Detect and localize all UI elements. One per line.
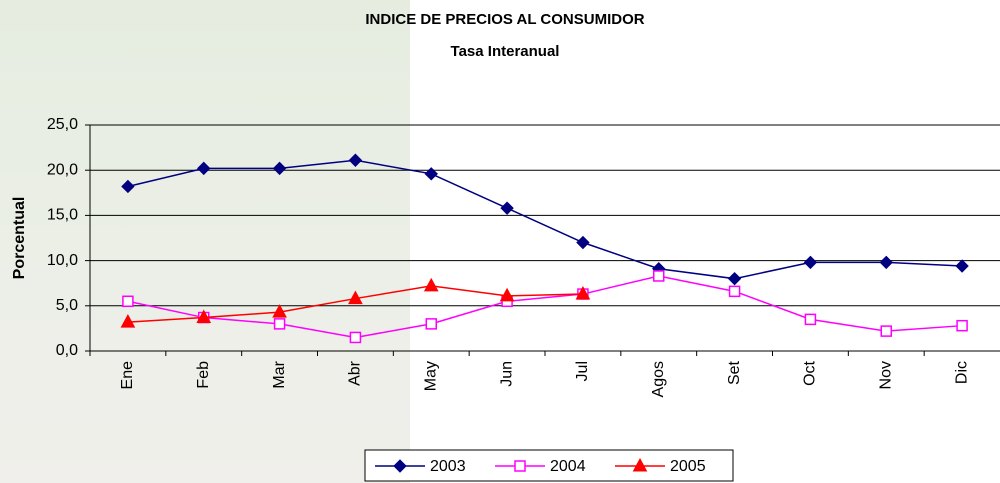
marker bbox=[121, 179, 135, 194]
x-tick-label: Abr bbox=[347, 360, 364, 386]
marker bbox=[576, 235, 590, 250]
marker bbox=[120, 314, 136, 328]
x-tick-label: Ene bbox=[119, 361, 136, 390]
series-line bbox=[127, 275, 963, 339]
marker bbox=[423, 277, 439, 292]
marker bbox=[348, 153, 363, 167]
background-photo bbox=[0, 0, 410, 483]
y-axis-title: Porcentual bbox=[11, 197, 28, 280]
marker bbox=[804, 313, 817, 326]
y-tick-label: 10,0 bbox=[47, 252, 78, 269]
y-tick-label: 20,0 bbox=[47, 161, 78, 178]
x-tick-label: Jun bbox=[498, 361, 515, 387]
legend: 2003 2004 2005 bbox=[364, 449, 734, 482]
x-tick-label: Feb bbox=[195, 361, 212, 389]
y-tick-label: 5,0 bbox=[56, 297, 78, 314]
marker bbox=[727, 271, 742, 286]
series-line bbox=[127, 159, 963, 280]
y-tick-label: 15,0 bbox=[47, 207, 78, 224]
marker bbox=[393, 459, 407, 473]
legend-box bbox=[364, 449, 734, 482]
legend-label: 2004 bbox=[550, 458, 586, 475]
y-tick-label: 25,0 bbox=[47, 116, 78, 133]
marker bbox=[122, 295, 134, 308]
marker bbox=[499, 287, 515, 302]
x-tick-label: Agos bbox=[650, 361, 667, 397]
marker bbox=[425, 318, 437, 330]
marker bbox=[653, 270, 665, 282]
marker bbox=[880, 325, 892, 337]
x-tick-label: May bbox=[422, 361, 439, 391]
marker bbox=[196, 309, 212, 324]
marker bbox=[632, 457, 648, 472]
x-tick-label: Dic bbox=[953, 361, 970, 384]
marker bbox=[272, 161, 287, 176]
marker bbox=[349, 331, 362, 344]
marker bbox=[348, 290, 363, 305]
x-tick-label: Set bbox=[726, 360, 743, 385]
legend-label: 2003 bbox=[430, 458, 466, 475]
marker bbox=[956, 319, 968, 332]
marker bbox=[424, 167, 438, 181]
marker bbox=[803, 255, 818, 270]
marker bbox=[879, 255, 893, 270]
x-tick-label: Oct bbox=[802, 360, 819, 385]
marker bbox=[728, 285, 741, 298]
marker bbox=[273, 318, 286, 330]
marker bbox=[500, 201, 514, 215]
chart-title: INDICE DE PRECIOS AL CONSUMIDOR bbox=[365, 11, 644, 28]
marker bbox=[514, 460, 526, 472]
marker bbox=[955, 259, 969, 273]
chart-subtitle: Tasa Interanual bbox=[451, 43, 560, 60]
x-tick-label: Jul bbox=[574, 361, 591, 381]
y-tick-label: 0,0 bbox=[56, 342, 78, 359]
x-tick-label: Nov bbox=[877, 361, 894, 389]
legend-label: 2005 bbox=[670, 458, 706, 475]
marker bbox=[575, 285, 591, 300]
marker bbox=[272, 304, 287, 318]
x-tick-label: Mar bbox=[271, 360, 288, 388]
marker bbox=[197, 161, 211, 176]
